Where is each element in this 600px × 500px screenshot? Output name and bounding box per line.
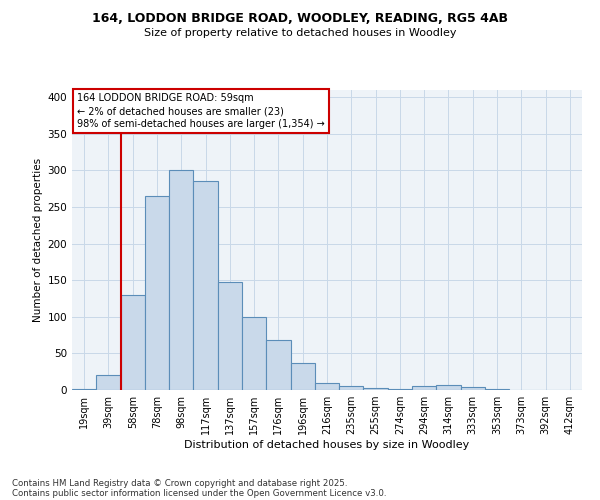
Y-axis label: Number of detached properties: Number of detached properties	[33, 158, 43, 322]
Bar	[72, 388, 96, 390]
Bar	[436, 385, 461, 390]
Text: 164, LODDON BRIDGE ROAD, WOODLEY, READING, RG5 4AB: 164, LODDON BRIDGE ROAD, WOODLEY, READIN…	[92, 12, 508, 26]
Bar	[242, 317, 266, 390]
Bar	[121, 295, 145, 390]
Bar	[193, 182, 218, 390]
Bar	[315, 382, 339, 390]
Bar	[218, 282, 242, 390]
Bar	[290, 363, 315, 390]
Text: Contains public sector information licensed under the Open Government Licence v3: Contains public sector information licen…	[12, 488, 386, 498]
Bar	[145, 196, 169, 390]
Bar	[266, 340, 290, 390]
Bar	[96, 376, 121, 390]
Bar	[364, 388, 388, 390]
Bar	[461, 387, 485, 390]
Bar	[412, 386, 436, 390]
Bar	[339, 386, 364, 390]
Text: Size of property relative to detached houses in Woodley: Size of property relative to detached ho…	[144, 28, 456, 38]
Text: Contains HM Land Registry data © Crown copyright and database right 2025.: Contains HM Land Registry data © Crown c…	[12, 478, 347, 488]
X-axis label: Distribution of detached houses by size in Woodley: Distribution of detached houses by size …	[184, 440, 470, 450]
Text: 164 LODDON BRIDGE ROAD: 59sqm
← 2% of detached houses are smaller (23)
98% of se: 164 LODDON BRIDGE ROAD: 59sqm ← 2% of de…	[77, 93, 325, 130]
Bar	[169, 170, 193, 390]
